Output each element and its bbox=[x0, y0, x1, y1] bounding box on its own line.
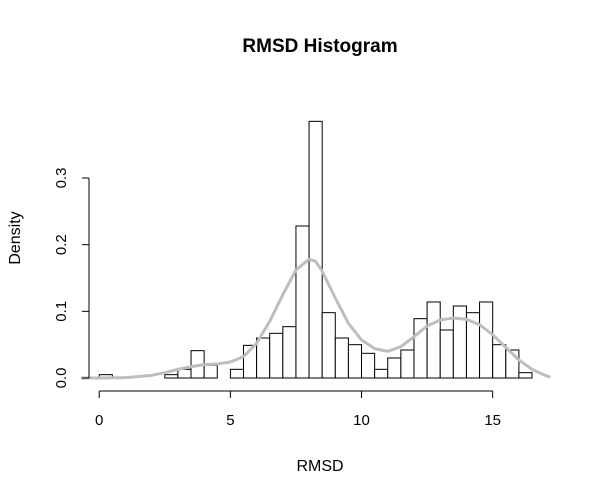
y-tick-label: 0.0 bbox=[53, 368, 70, 389]
histogram-bar bbox=[361, 352, 376, 379]
y-tick-label: 0.2 bbox=[53, 234, 70, 255]
histogram-bar bbox=[321, 312, 336, 379]
histogram-bar bbox=[347, 344, 363, 379]
histogram-bar bbox=[518, 372, 533, 379]
histogram-bar bbox=[426, 301, 441, 379]
x-tick-label: 15 bbox=[484, 412, 501, 429]
y-tick-label: 0.3 bbox=[53, 168, 70, 189]
histogram-bar bbox=[479, 301, 494, 379]
x-axis-label: RMSD bbox=[296, 458, 343, 475]
histogram-bar bbox=[334, 337, 349, 379]
histogram-bar bbox=[203, 364, 218, 379]
chart-title: RMSD Histogram bbox=[242, 36, 397, 57]
histogram-bar bbox=[492, 344, 507, 379]
histogram-bar bbox=[308, 120, 323, 379]
histogram-bar bbox=[439, 329, 454, 379]
histogram-bar bbox=[164, 374, 179, 379]
histogram-bar bbox=[177, 368, 192, 379]
histogram-bar bbox=[282, 326, 297, 379]
y-axis-label: Density bbox=[7, 211, 24, 264]
histogram-bar bbox=[374, 368, 389, 379]
histogram-bar bbox=[256, 337, 271, 379]
histogram-bar bbox=[295, 225, 310, 379]
density-curve bbox=[80, 257, 551, 380]
y-axis: 0.0 0.1 0.2 0.3 bbox=[53, 168, 90, 389]
histogram-bar bbox=[400, 349, 415, 379]
x-tick-label: 0 bbox=[95, 412, 103, 429]
x-tick-label: 10 bbox=[353, 412, 370, 429]
histogram-bar bbox=[269, 332, 284, 379]
x-tick-label: 5 bbox=[226, 412, 234, 429]
histogram-bars bbox=[98, 120, 533, 379]
histogram-bar bbox=[387, 357, 402, 379]
histogram-bar bbox=[229, 368, 244, 379]
x-axis: 0 5 10 15 bbox=[95, 390, 501, 429]
y-tick-label: 0.1 bbox=[53, 301, 70, 322]
